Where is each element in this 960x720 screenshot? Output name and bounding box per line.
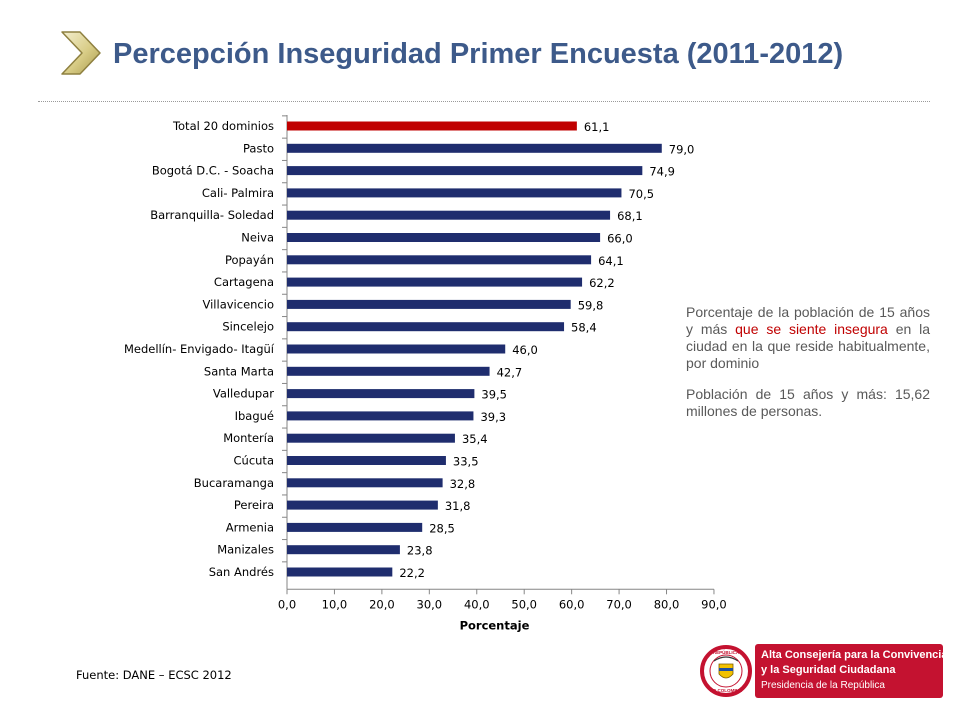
category-label: Valledupar: [213, 387, 274, 401]
value-label: 59,8: [578, 298, 604, 312]
value-label: 39,3: [480, 410, 506, 424]
category-label: San Andrés: [209, 565, 274, 579]
category-label: Bucaramanga: [194, 476, 274, 490]
logo-line-2: y la Seguridad Ciudadana: [761, 664, 896, 676]
description-paragraph: Porcentaje de la población de 15 años y …: [686, 304, 931, 371]
category-label: Pasto: [243, 141, 274, 155]
bar: [287, 277, 583, 287]
category-label: Total 20 dominios: [172, 119, 274, 133]
value-label: 28,5: [429, 521, 455, 535]
bar: [287, 456, 446, 465]
bar: [287, 121, 577, 131]
value-label: 61,1: [584, 120, 610, 134]
value-label: 39,5: [481, 388, 507, 402]
bar: [287, 233, 601, 242]
bar: [287, 411, 474, 421]
x-tick-label: 0,0: [278, 597, 296, 611]
logo-line-1: Alta Consejería para la Convivencia: [761, 649, 948, 661]
value-label: 58,4: [571, 321, 597, 335]
bar: [287, 322, 565, 332]
value-label: 68,1: [617, 209, 643, 223]
x-tick-label: 90,0: [701, 597, 727, 611]
page-title: Percepción Inseguridad Primer Encuesta (…: [113, 38, 844, 70]
x-axis-title: Porcentaje: [460, 618, 530, 632]
value-label: 70,5: [628, 187, 654, 201]
category-label: Sincelejo: [222, 320, 274, 334]
category-label: Cartagena: [214, 275, 274, 289]
x-tick-label: 60,0: [559, 597, 585, 611]
highlight-text: que se siente insegura: [735, 321, 888, 337]
x-tick-label: 20,0: [369, 597, 395, 611]
logo-line-3: Presidencia de la República: [761, 680, 885, 691]
bar: [287, 478, 443, 488]
category-label: Neiva: [241, 231, 274, 245]
x-tick-label: 40,0: [464, 597, 490, 611]
value-label: 46,0: [512, 343, 538, 357]
category-label: Cúcuta: [234, 454, 275, 468]
category-label: Montería: [223, 431, 274, 445]
population-note: Población de 15 años y más: 15,62 millon…: [686, 386, 930, 419]
category-label: Pereira: [234, 498, 274, 512]
colombia-seal-icon: REPÚBLICA DE COLOMBIA: [700, 645, 752, 697]
bar: [287, 433, 455, 443]
title-divider: [38, 101, 930, 102]
category-label: Bogotá D.C. - Soacha: [152, 164, 274, 178]
category-label: Ibagué: [235, 409, 274, 423]
bar: [287, 255, 592, 265]
bar: [287, 545, 400, 555]
value-label: 79,0: [669, 142, 695, 156]
category-label: Cali- Palmira: [202, 186, 274, 200]
bar: [287, 166, 643, 176]
value-label: 66,0: [607, 232, 633, 246]
bar: [287, 143, 662, 153]
value-label: 22,2: [399, 566, 425, 580]
x-tick-label: 70,0: [606, 597, 632, 611]
category-label: Santa Marta: [204, 364, 274, 378]
bar: [287, 188, 622, 198]
bar: [287, 567, 393, 577]
institution-logo: Alta Consejería para la Convivencia y la…: [755, 644, 947, 698]
bar: [287, 366, 490, 376]
x-tick-label: 30,0: [417, 597, 443, 611]
seal-text-top: REPÚBLICA: [713, 649, 740, 655]
bar-chart: Total 20 dominios 61,1 Pasto 79,0 Bogotá D.C…: [124, 115, 727, 632]
chevron-right-icon: [61, 31, 101, 75]
value-label: 35,4: [462, 432, 488, 446]
value-label: 64,1: [598, 254, 624, 268]
x-tick-label: 10,0: [322, 597, 348, 611]
value-label: 42,7: [497, 365, 523, 379]
value-label: 31,8: [445, 499, 471, 513]
value-label: 23,8: [407, 544, 433, 558]
category-label: Villavicencio: [203, 297, 275, 311]
bar: [287, 500, 438, 510]
value-label: 74,9: [649, 165, 675, 179]
chart-description: Porcentaje de la población de 15 años y …: [686, 304, 930, 434]
category-label: Popayán: [225, 253, 274, 267]
value-label: 32,8: [450, 477, 476, 491]
value-label: 33,5: [453, 455, 479, 469]
x-tick-label: 50,0: [511, 597, 537, 611]
category-label: Barranquilla- Soledad: [150, 208, 274, 222]
bar: [287, 389, 475, 399]
category-label: Manizales: [217, 543, 274, 557]
value-label: 62,2: [589, 276, 615, 290]
category-label: Armenia: [226, 520, 274, 534]
x-tick-label: 80,0: [654, 597, 680, 611]
bar: [287, 299, 571, 309]
source-note: Fuente: DANE – ECSC 2012: [76, 668, 232, 682]
bar: [287, 210, 611, 220]
bar: [287, 344, 506, 354]
category-label: Medellín- Envigado- Itagüí: [124, 342, 275, 356]
bar: [287, 522, 423, 532]
seal-text-bottom: DE COLOMBIA: [710, 688, 743, 693]
